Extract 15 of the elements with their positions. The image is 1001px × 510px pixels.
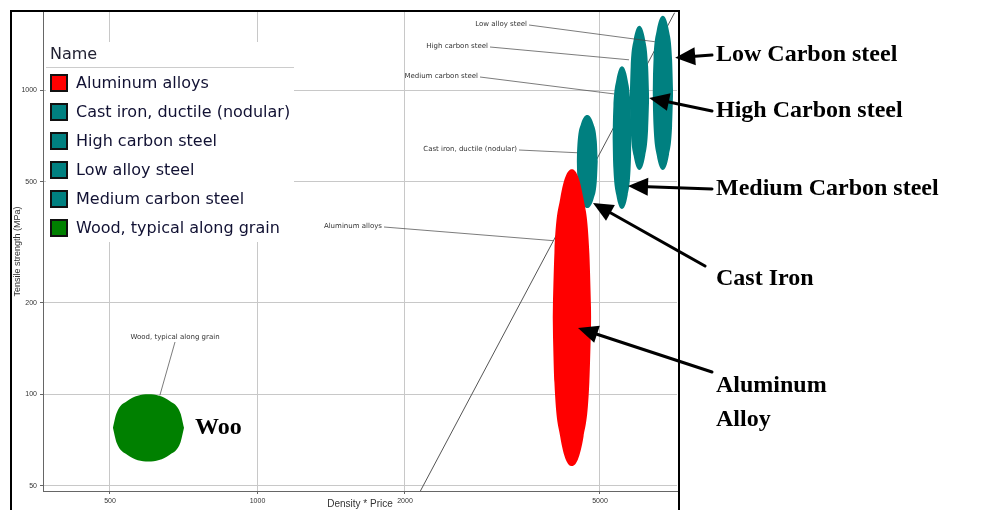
x-axis-title: Density * Price — [327, 497, 394, 509]
annotation: Woo — [195, 413, 242, 440]
y-axis-title: Tensile strength (MPa) — [11, 206, 22, 297]
legend-label: Cast iron, ductile (nodular) — [76, 102, 291, 121]
legend-label: Low alloy steel — [76, 160, 195, 179]
legend-title: Name — [46, 42, 295, 68]
legend-label: High carbon steel — [76, 131, 217, 150]
text: Medium Carbon steel — [716, 174, 939, 201]
annotation: High Carbon steel — [716, 96, 903, 123]
annotation: Low Carbon steel — [716, 40, 898, 67]
legend-label: Wood, typical along grain — [76, 218, 280, 237]
legend-label: Aluminum alloys — [76, 73, 209, 92]
legend-label: Medium carbon steel — [76, 189, 245, 208]
text: Aluminum Alloy — [716, 371, 827, 432]
text: Cast Iron — [716, 264, 814, 291]
